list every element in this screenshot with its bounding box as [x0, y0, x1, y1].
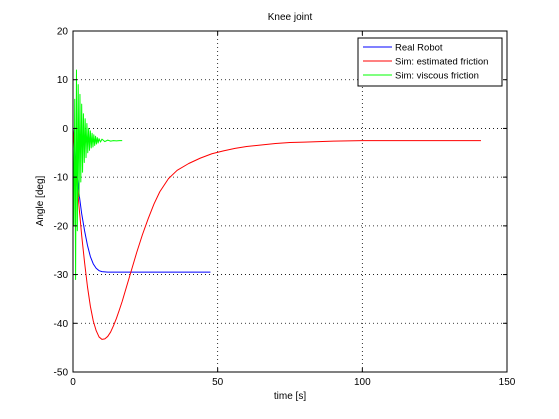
y-tick-label: 10 [57, 75, 69, 86]
series-line-1 [72, 128, 481, 340]
y-tick-label: -30 [54, 270, 69, 281]
y-tick-label: -50 [54, 368, 69, 379]
legend-entry-0: Real Robot [395, 42, 443, 53]
y-tick-label: -40 [54, 319, 69, 330]
x-axis-label: time [s] [274, 391, 306, 402]
x-tick-label: 50 [212, 377, 224, 388]
series-line-2 [72, 69, 123, 280]
x-tick-label: 0 [70, 377, 76, 388]
legend-entry-2: Sim: viscous friction [395, 70, 479, 81]
y-axis-label: Angle [deg] [35, 175, 46, 226]
x-tick-label: 100 [354, 377, 371, 388]
chart-title: Knee joint [268, 12, 313, 23]
legend-entry-1: Sim: estimated friction [395, 56, 488, 67]
y-tick-label: 20 [57, 27, 69, 38]
ticks: 0 50 100 150 -50 -40 -30 -20 -10 0 10 20 [54, 27, 516, 389]
y-tick-label: 0 [62, 124, 68, 135]
legend: Real Robot Sim: estimated friction Sim: vi… [357, 37, 503, 87]
y-tick-label: -20 [54, 221, 69, 232]
y-tick-label: -10 [54, 173, 69, 184]
x-tick-label: 150 [499, 377, 516, 388]
plot-frame [72, 30, 508, 373]
series-layer [72, 69, 481, 340]
plot-area [73, 31, 507, 372]
legend-box [357, 37, 503, 87]
